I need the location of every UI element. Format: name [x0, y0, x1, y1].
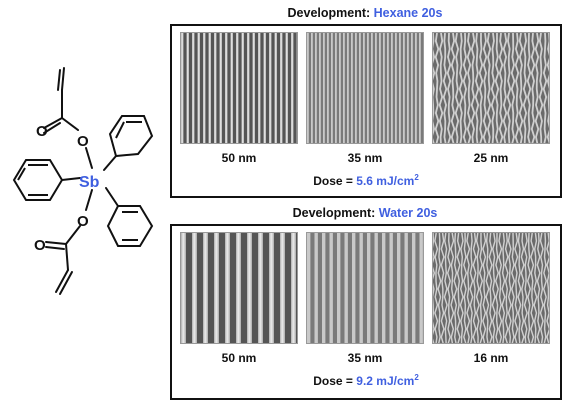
panel-1-frame: 50 nm 35 nm 25 nm Dose = 5.6 mJ/cm2 — [170, 24, 562, 198]
panel-1-sem-image-1 — [180, 32, 298, 144]
panel-2-label-3: 16 nm — [473, 351, 509, 365]
panel-1-dose-number: 5.6 mJ/cm — [356, 174, 415, 188]
panel-1-sem-image-3 — [432, 32, 550, 144]
lower-carbonyl-oxygen: O — [34, 237, 46, 254]
panel-1-dose-value: 5.6 mJ/cm2 — [356, 173, 419, 188]
sb-atom-label: Sb — [79, 174, 100, 191]
panel-1-label-3: 25 nm — [473, 151, 509, 165]
panel-2-dose-number: 9.2 mJ/cm — [356, 374, 415, 388]
panel-2-dose-value: 9.2 mJ/cm2 — [356, 373, 419, 388]
panel-1-label-2: 35 nm — [347, 151, 383, 165]
panel-1-title: Development: Hexane 20s — [170, 6, 560, 20]
panel-1-label-1: 50 nm — [221, 151, 257, 165]
panel-1-developer: Hexane 20s — [373, 6, 443, 20]
lower-ester-oxygen: O — [77, 213, 89, 230]
sb-diacrylate-structure: O O Sb O O — [12, 67, 154, 295]
panel-2-dose-exponent: 2 — [414, 373, 419, 382]
panel-1-dose-prefix: Dose = — [313, 174, 353, 188]
panel-2-sem-image-3 — [432, 232, 550, 344]
panel-2-label-2: 35 nm — [347, 351, 383, 365]
panel-2-sem-image-2 — [306, 232, 424, 344]
panel-1-dose-exponent: 2 — [414, 173, 419, 182]
panel-2-sem-image-1 — [180, 232, 298, 344]
upper-ester-oxygen: O — [77, 133, 89, 150]
panel-1-sem-image-2 — [306, 32, 424, 144]
panel-2-developer: Water 20s — [378, 206, 438, 220]
panel-2-title: Development: Water 20s — [170, 206, 560, 220]
panel-2-dose-prefix: Dose = — [313, 374, 353, 388]
panel-2-frame: 50 nm 35 nm 16 nm Dose = 9.2 mJ/cm2 — [170, 224, 562, 400]
panel-1-title-prefix: Development: — [287, 6, 371, 20]
panel-2-dose: Dose = 9.2 mJ/cm2 — [172, 373, 560, 388]
panel-2-title-prefix: Development: — [292, 206, 376, 220]
panel-1-dose: Dose = 5.6 mJ/cm2 — [172, 173, 560, 188]
upper-carbonyl-oxygen: O — [36, 123, 48, 140]
panel-2-label-1: 50 nm — [221, 351, 257, 365]
